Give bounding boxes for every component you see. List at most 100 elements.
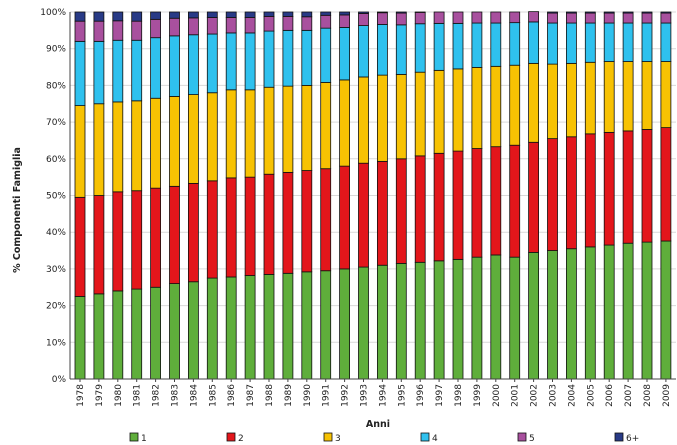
bar-segment-4-1982 (150, 37, 162, 99)
bar-segment-6+-1979 (93, 11, 105, 22)
bar-segment-2-2007 (622, 130, 634, 244)
bar-segment-1-1990 (301, 271, 313, 380)
bar-segment-1-1989 (282, 272, 294, 380)
bar-segment-6+-1980 (112, 11, 124, 22)
bar-segment-4-1978 (74, 40, 86, 106)
bar-segment-2-1989 (282, 171, 294, 274)
bar-segment-4-1988 (263, 30, 275, 88)
bar-segment-1-2005 (584, 246, 596, 380)
bar-segment-2-1980 (112, 191, 124, 292)
bar-segment-6+-1985 (206, 11, 218, 18)
x-tick-label: 1996 (416, 384, 426, 407)
bar-segment-3-2001 (509, 64, 521, 146)
bar-segment-4-1995 (395, 24, 407, 75)
bar-segment-2-1991 (320, 168, 332, 272)
bar-segment-6+-2003 (547, 11, 558, 14)
bar-segment-5-1981 (131, 20, 143, 41)
bar-segment-4-1986 (225, 32, 237, 91)
bar-segment-6+-2008 (641, 11, 653, 14)
x-tick-label: 1979 (95, 384, 105, 407)
x-tick-label: 1991 (322, 384, 332, 407)
bar-segment-5-1983 (169, 17, 180, 37)
bar-segment-6+-1988 (263, 11, 275, 17)
bar-segment-4-1993 (358, 25, 369, 78)
y-tick-labels: 0% 10% 20% 30% 40% 50% 60% 70% 80% 90% 100% (40, 8, 66, 385)
bar-segment-5-1986 (225, 17, 237, 34)
bar-segment-6+-2006 (603, 11, 615, 14)
bar-segment-1-1980 (112, 290, 124, 380)
bar-segment-5-2003 (547, 12, 558, 24)
bar-segment-3-1979 (93, 103, 105, 196)
bar-segment-2-1988 (263, 173, 275, 275)
bar-segment-1-1983 (169, 283, 180, 380)
bar-segment-2-1983 (169, 185, 180, 284)
y-tick-label: 30% (46, 265, 66, 275)
axes-layer (69, 12, 676, 382)
bar-segment-1-1986 (225, 276, 237, 380)
bar-segment-2-1993 (358, 162, 369, 268)
bar-segment-3-2004 (566, 62, 577, 138)
x-tick-label: 1985 (208, 384, 218, 407)
bar-segment-5-2005 (584, 12, 596, 24)
bar-segment-3-1981 (131, 100, 143, 192)
bar-segment-3-2007 (622, 61, 634, 132)
x-tick-label: 2004 (567, 384, 577, 407)
bar-segment-1-2002 (528, 251, 539, 380)
bar-segment-5-1989 (282, 16, 294, 31)
bar-segment-1-1995 (395, 262, 407, 380)
bars-layer (74, 11, 672, 380)
bar-segment-2-2003 (547, 138, 558, 251)
bar-segment-2-1985 (206, 180, 218, 279)
bar-segment-5-1990 (301, 16, 313, 31)
bar-segment-3-1992 (339, 79, 351, 167)
x-tick-label: 1997 (435, 384, 445, 407)
legend-label: 5 (529, 434, 535, 444)
x-tick-label: 1995 (397, 384, 407, 407)
x-tick-label: 2002 (530, 384, 540, 407)
bar-segment-1-1988 (263, 274, 275, 380)
bar-segment-5-1984 (187, 17, 199, 36)
bar-segment-2-1982 (150, 187, 162, 288)
legend: 1 2 3 4 5 6+ (129, 432, 639, 444)
legend-item-1: 1 (129, 432, 147, 444)
bar-segment-2-1987 (244, 176, 256, 276)
bar-segment-2-2001 (509, 144, 521, 258)
bar-segment-4-1994 (376, 24, 388, 76)
x-tick-label: 1982 (152, 384, 162, 407)
bar-segment-3-2009 (660, 61, 672, 129)
bar-segment-5-1994 (376, 12, 388, 25)
bar-segment-1-2004 (566, 248, 577, 380)
bar-segment-5-2000 (490, 11, 502, 24)
legend-item-6+: 6+ (614, 432, 639, 444)
bar-segment-4-1989 (282, 29, 294, 87)
bar-segment-3-1990 (301, 85, 313, 171)
bar-segment-6+-1995 (395, 11, 407, 14)
bar-segment-1-2007 (622, 242, 634, 380)
bar-segment-5-1987 (244, 17, 256, 34)
bar-segment-1-2003 (547, 250, 558, 380)
bar-segment-4-2002 (528, 21, 539, 64)
bar-segment-5-1980 (112, 20, 124, 41)
bar-segment-5-2007 (622, 12, 634, 24)
bar-segment-3-1998 (452, 68, 464, 152)
bar-segment-6+-1989 (282, 11, 294, 17)
y-tick-label: 10% (46, 338, 66, 348)
x-tick-label: 1981 (133, 384, 143, 407)
bar-segment-2-2000 (490, 146, 502, 256)
x-tick-label: 2001 (511, 384, 521, 407)
bar-segment-2-1995 (395, 158, 407, 264)
y-axis-title: % Componenti Famiglia (12, 147, 23, 273)
bar-segment-2-2005 (584, 133, 596, 248)
bar-segment-2-1992 (339, 165, 351, 270)
bar-segment-1-1978 (74, 296, 86, 380)
bar-segment-1-1991 (320, 270, 332, 380)
bar-segment-3-1993 (358, 76, 369, 164)
bar-segment-3-1982 (150, 97, 162, 189)
bar-segment-2-1986 (225, 177, 237, 278)
bar-segment-4-1987 (244, 32, 256, 91)
bar-segment-4-1990 (301, 29, 313, 86)
bar-segment-2-1997 (433, 152, 445, 262)
bar-segment-2-1996 (414, 155, 426, 263)
bar-segment-3-1997 (433, 69, 445, 154)
